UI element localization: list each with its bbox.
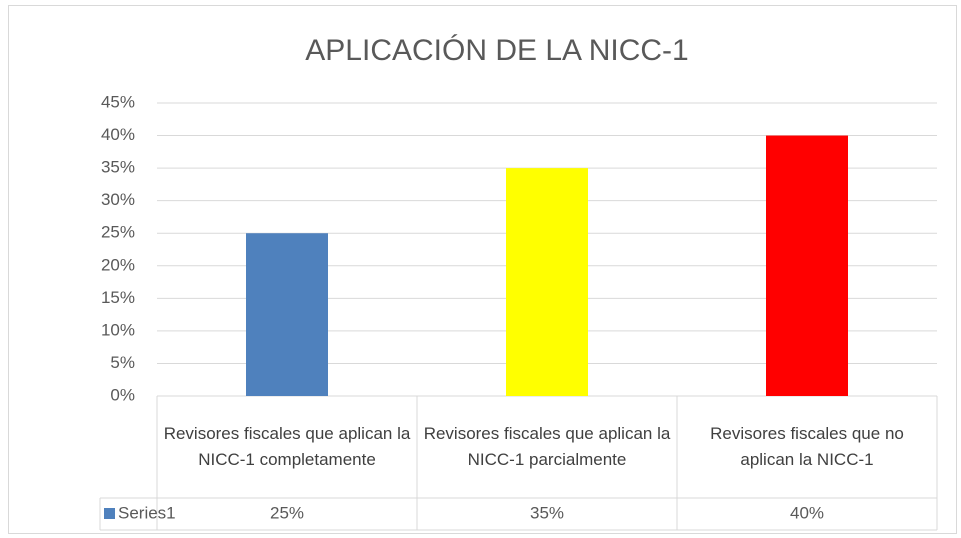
- y-tick-label: 35%: [101, 158, 135, 177]
- y-tick-label: 15%: [101, 288, 135, 307]
- x-tick-label: Revisores fiscales que no aplican la NIC…: [710, 424, 904, 469]
- x-tick-label: Revisores fiscales que aplican la NICC-1…: [163, 424, 411, 469]
- data-table-value: 40%: [790, 503, 824, 522]
- bar: [506, 168, 588, 396]
- y-tick-label: 5%: [110, 353, 135, 372]
- y-tick-label: 20%: [101, 255, 135, 274]
- y-tick-label: 10%: [101, 320, 135, 339]
- bar: [766, 135, 848, 397]
- y-tick-label: 30%: [101, 190, 135, 209]
- data-table-value: 25%: [270, 503, 304, 522]
- data-table-value: 35%: [530, 503, 564, 522]
- y-tick-label: 45%: [101, 92, 135, 111]
- bar: [246, 233, 328, 396]
- y-tick-label: 0%: [110, 385, 135, 404]
- y-tick-label: 25%: [101, 223, 135, 242]
- x-tick-label: Revisores fiscales que aplican la NICC-1…: [423, 424, 671, 469]
- legend-label: Series1: [118, 503, 176, 522]
- legend-swatch: [104, 508, 115, 519]
- chart-title: APLICACIÓN DE LA NICC-1: [305, 34, 688, 67]
- y-tick-label: 40%: [101, 125, 135, 144]
